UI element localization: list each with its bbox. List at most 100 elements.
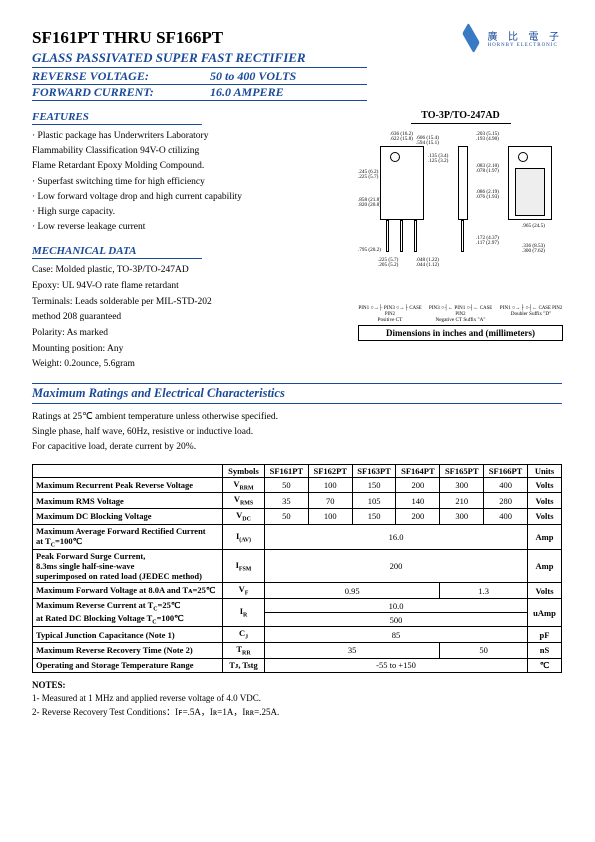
table-cell: ℃	[528, 658, 562, 672]
table-cell: Amp	[528, 524, 562, 550]
table-cell: Maximum Reverse Current at TC=25℃at Rate…	[33, 599, 223, 627]
table-cell: 280	[484, 493, 528, 509]
table-cell: 200	[265, 550, 528, 583]
spec-reverse-voltage: REVERSE VOLTAGE: 50 to 400 VOLTS	[32, 69, 367, 85]
notes-section: NOTES: 1- Measured at 1 MHᴢ and applied …	[32, 679, 563, 720]
table-header: SF162PT	[308, 464, 352, 477]
table-row: Maximum DC Blocking VoltageVDC5010015020…	[33, 508, 562, 524]
table-header: SF165PT	[440, 464, 484, 477]
mechanical-heading: MECHANICAL DATA	[32, 245, 202, 259]
table-cell: Maximum RMS Voltage	[33, 493, 223, 509]
brand-logo: 廣 比 電 子 HORNBY ELECTRONIC	[460, 28, 564, 48]
table-row: Typical Junction Capacitance (Note 1)CJ8…	[33, 627, 562, 643]
table-cell: Amp	[528, 550, 562, 583]
table-cell: Peak Forward Surge Current,8.3ms single …	[33, 550, 223, 583]
table-cell: 16.0	[265, 524, 528, 550]
config-positive: Positive CT	[358, 317, 422, 323]
table-cell: 150	[352, 477, 396, 493]
table-cell: 105	[352, 493, 396, 509]
table-cell: Volts	[528, 583, 562, 599]
table-cell: Tᴊ, Tstg	[223, 658, 265, 672]
table-cell: TRR	[223, 643, 265, 659]
table-row: Operating and Storage Temperature RangeT…	[33, 658, 562, 672]
rating-desc-line: For capacitive load, derate current by 2…	[32, 440, 563, 455]
package-caption: Dimensions in inches and (millimeters)	[358, 325, 563, 341]
table-cell: 300	[440, 477, 484, 493]
table-cell: 400	[484, 508, 528, 524]
note-item: 1- Measured at 1 MHᴢ and applied reverse…	[32, 692, 563, 706]
table-cell: 50	[440, 643, 528, 659]
table-cell: Maximum Average Forward Rectified Curren…	[33, 524, 223, 550]
table-cell: CJ	[223, 627, 265, 643]
table-header: SF163PT	[352, 464, 396, 477]
table-cell: VF	[223, 583, 265, 599]
table-cell: uAmp	[528, 599, 562, 627]
table-cell: Volts	[528, 508, 562, 524]
table-row: Maximum Forward Voltage at 8.0A and Tᴀ=2…	[33, 583, 562, 599]
table-cell: VRMS	[223, 493, 265, 509]
table-cell: 35	[265, 643, 440, 659]
maxratings-heading: Maximum Ratings and Electrical Character…	[32, 383, 562, 404]
rating-desc-line: Ratings at 25℃ ambient temperature unles…	[32, 410, 563, 425]
table-header: Symbols	[223, 464, 265, 477]
package-title: TO-3P/TO-247AD	[411, 110, 511, 124]
table-cell: I(AV)	[223, 524, 265, 550]
table-header	[33, 464, 223, 477]
table-cell: IR	[223, 599, 265, 627]
spec-label: FORWARD CURRENT:	[32, 85, 210, 100]
table-cell: VDC	[223, 508, 265, 524]
table-header: SF161PT	[265, 464, 309, 477]
table-cell: Maximum Forward Voltage at 8.0A and Tᴀ=2…	[33, 583, 223, 599]
table-cell: Typical Junction Capacitance (Note 1)	[33, 627, 223, 643]
table-row: Maximum Average Forward Rectified Curren…	[33, 524, 562, 550]
table-cell: 50	[265, 508, 309, 524]
table-cell: 500	[265, 613, 528, 627]
table-cell: 50	[265, 477, 309, 493]
table-row: Maximum Reverse Recovery Time (Note 2)TR…	[33, 643, 562, 659]
table-cell: 300	[440, 508, 484, 524]
config-negative: Negative CT Suffix "A"	[429, 317, 493, 323]
table-header: SF166PT	[484, 464, 528, 477]
table-cell: pF	[528, 627, 562, 643]
mechanical-item: Weight: 0.2ounce, 5.6gram	[32, 357, 563, 373]
table-cell: 70	[308, 493, 352, 509]
table-cell: Maximum Recurrent Peak Reverse Voltage	[33, 477, 223, 493]
spec-label: REVERSE VOLTAGE:	[32, 69, 210, 84]
brand-chinese: 廣 比 電 子	[488, 28, 564, 43]
spec-forward-current: FORWARD CURRENT: 16.0 AMPERE	[32, 85, 367, 101]
table-row: Maximum Reverse Current at TC=25℃at Rate…	[33, 599, 562, 613]
table-cell: Operating and Storage Temperature Range	[33, 658, 223, 672]
brand-english: HORNBY ELECTRONIC	[488, 43, 564, 48]
table-cell: 10.0	[265, 599, 528, 613]
mechanical-item: Mounting position: Any	[32, 342, 563, 358]
table-cell: 100	[308, 477, 352, 493]
table-row: Maximum RMS VoltageVRMS3570105140210280V…	[33, 493, 562, 509]
features-heading: FEATURES	[32, 111, 202, 125]
table-cell: 35	[265, 493, 309, 509]
table-cell: Maximum Reverse Recovery Time (Note 2)	[33, 643, 223, 659]
table-cell: 1.3	[440, 583, 528, 599]
table-cell: 100	[308, 508, 352, 524]
table-cell: 150	[352, 508, 396, 524]
table-cell: -55 to +150	[265, 658, 528, 672]
table-cell: 85	[265, 627, 528, 643]
logo-icon	[462, 23, 480, 53]
config-doubler: Doubler Suffix "D"	[499, 311, 563, 317]
spec-value: 50 to 400 VOLTS	[210, 69, 296, 84]
ratings-table: SymbolsSF161PTSF162PTSF163PTSF164PTSF165…	[32, 464, 562, 673]
table-cell: Maximum DC Blocking Voltage	[33, 508, 223, 524]
maxratings-desc: Ratings at 25℃ ambient temperature unles…	[32, 410, 563, 456]
table-cell: 210	[440, 493, 484, 509]
notes-heading: NOTES:	[32, 679, 563, 693]
table-cell: nS	[528, 643, 562, 659]
table-cell: 140	[396, 493, 440, 509]
table-cell: 0.95	[265, 583, 440, 599]
rating-desc-line: Single phase, half wave, 60Hᴢ, resistive…	[32, 425, 563, 440]
spec-value: 16.0 AMPERE	[210, 85, 284, 100]
table-row: Maximum Recurrent Peak Reverse VoltageVR…	[33, 477, 562, 493]
table-cell: 200	[396, 477, 440, 493]
table-cell: Volts	[528, 493, 562, 509]
table-cell: VRRM	[223, 477, 265, 493]
package-diagram: TO-3P/TO-247AD .245 (6.2).225 (5.7) .858…	[358, 110, 563, 341]
table-header: SF164PT	[396, 464, 440, 477]
